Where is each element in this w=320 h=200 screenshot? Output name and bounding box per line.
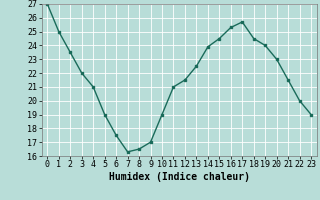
X-axis label: Humidex (Indice chaleur): Humidex (Indice chaleur) (109, 172, 250, 182)
